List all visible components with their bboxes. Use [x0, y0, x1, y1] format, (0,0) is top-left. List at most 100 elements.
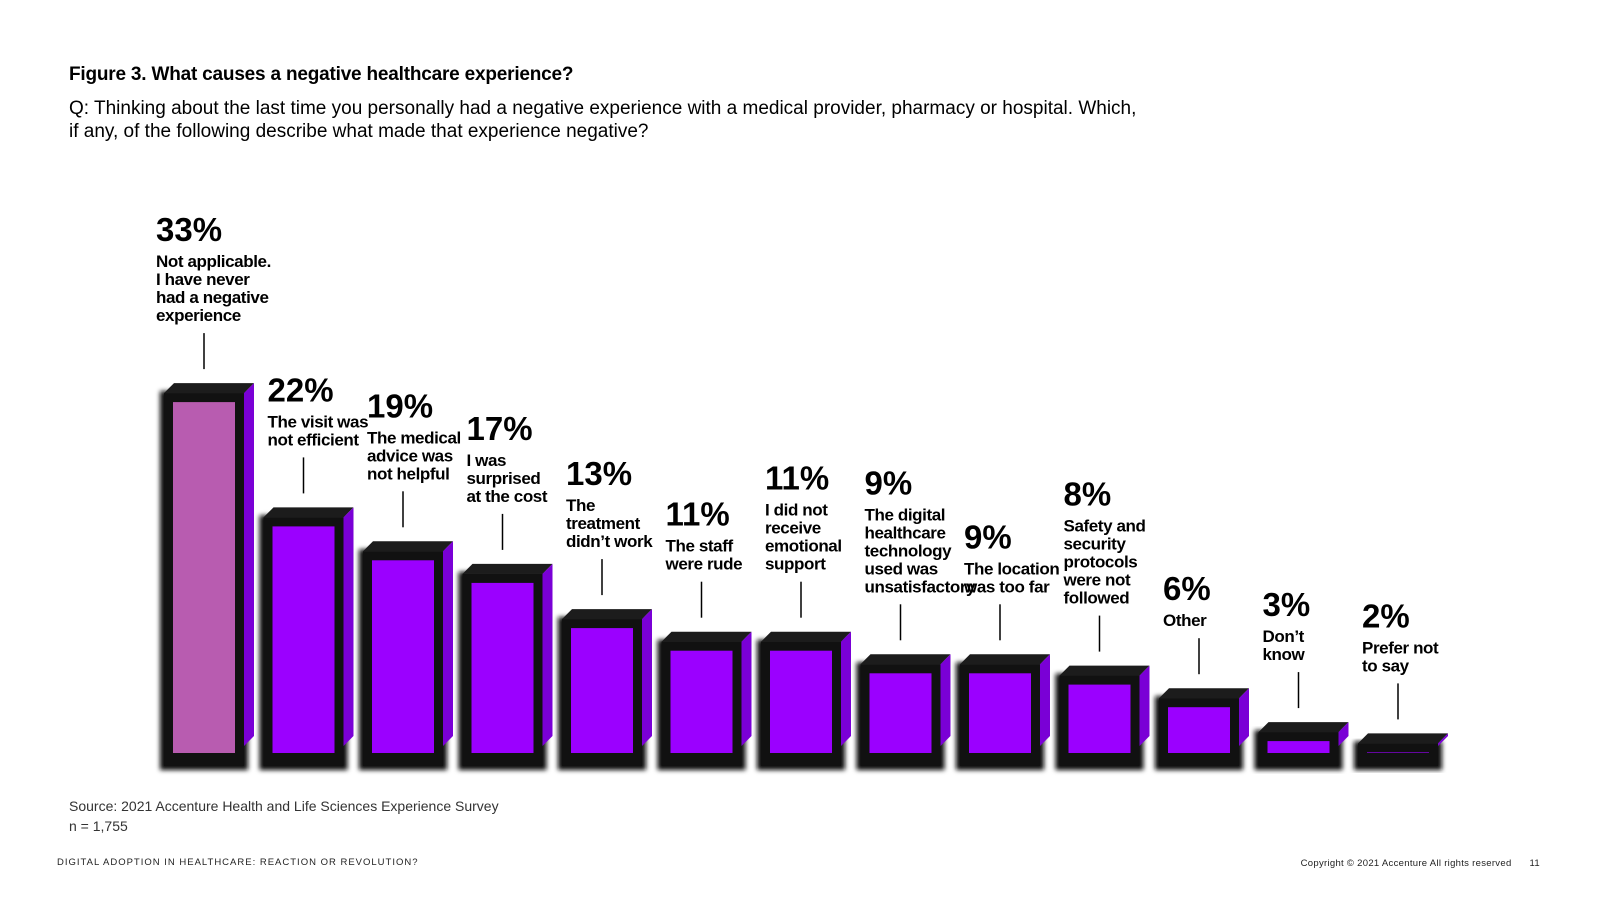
bar-group [856, 654, 951, 770]
bar-side-face [1438, 733, 1448, 746]
bar-group [160, 383, 254, 770]
bar [272, 526, 335, 753]
category-label: security [1064, 535, 1127, 554]
category-label: Not applicable. [156, 252, 271, 271]
data-label: 11% [765, 460, 829, 497]
bar-group [1055, 665, 1150, 770]
category-label: treatment [566, 514, 641, 533]
bar-top-face [860, 654, 951, 665]
category-label: not helpful [367, 464, 449, 483]
bar [770, 650, 832, 753]
category-label: The staff [666, 537, 734, 556]
category-label: technology [865, 541, 953, 560]
category-label: to say [1362, 656, 1410, 675]
category-label: had a negative [156, 288, 269, 307]
data-label: 17% [467, 410, 533, 447]
bar [571, 628, 633, 753]
bar-side-face [1040, 654, 1050, 746]
category-label: I was [467, 451, 507, 470]
bar-side-face [741, 631, 752, 746]
category-label: The [566, 496, 595, 515]
bar-side-face [940, 654, 951, 746]
bar-top-face [263, 507, 354, 518]
source-line: Source: 2021 Accenture Health and Life S… [69, 798, 499, 814]
category-label: followed [1064, 589, 1130, 608]
category-label: not efficient [268, 430, 360, 449]
category-label: The visit was [268, 412, 369, 431]
category-label: support [765, 555, 826, 574]
data-label: 11% [666, 496, 730, 533]
category-label: at the cost [467, 487, 548, 506]
bar-group [956, 654, 1050, 770]
bar-top-face [1258, 722, 1349, 733]
bar-group [657, 631, 752, 770]
category-label: unsatisfactory [865, 577, 977, 596]
bar [1168, 707, 1230, 753]
bar [670, 650, 733, 753]
category-label: experience [156, 306, 241, 325]
bar-frame [1358, 743, 1438, 766]
bar-side-face [1239, 688, 1249, 746]
footer-report-title: DIGITAL ADOPTION IN HEALTHCARE: REACTION… [57, 857, 419, 868]
bar [372, 560, 434, 753]
category-label: Safety and [1064, 517, 1146, 536]
bar-top-face [1159, 688, 1249, 699]
category-label: was too far [963, 577, 1050, 596]
category-label: The medical [367, 428, 461, 447]
category-label: were rude [665, 555, 743, 574]
bar [1068, 684, 1131, 753]
bar-group [359, 541, 453, 770]
page-number: 11 [1529, 858, 1540, 869]
category-label: Prefer not [1362, 638, 1439, 657]
bar [1367, 752, 1429, 753]
bar-top-face [661, 631, 752, 642]
bar-side-face [1139, 665, 1150, 746]
source-note: Source: 2021 Accenture Health and Life S… [69, 796, 499, 836]
category-label: The digital [865, 505, 946, 524]
category-label: healthcare [865, 523, 946, 542]
bar-side-face [343, 507, 354, 746]
category-label: didn’t work [566, 532, 653, 551]
category-label: Don’t [1263, 627, 1305, 646]
data-label: 9% [865, 464, 913, 501]
bar-side-face [542, 563, 553, 746]
category-label: Other [1163, 611, 1207, 630]
bar-side-face [841, 631, 851, 746]
bar-top-face [1059, 665, 1150, 676]
bar [969, 673, 1031, 753]
footer-copyright: Copyright © 2021 Accenture All rights re… [1300, 858, 1512, 869]
sample-size: n = 1,755 [69, 818, 128, 834]
data-label: 22% [268, 371, 334, 408]
data-label: 3% [1263, 586, 1311, 623]
data-label: 13% [566, 455, 632, 492]
bar [869, 673, 932, 753]
bar-group [259, 507, 354, 770]
figure-title: Figure 3. What causes a negative healthc… [69, 64, 574, 85]
bar-group [757, 631, 851, 770]
category-label: were not [1063, 571, 1131, 590]
bar-group [1354, 733, 1448, 770]
category-label: surprised [467, 469, 541, 488]
category-label: I have never [156, 270, 250, 289]
figure-question: Q: Thinking about the last time you pers… [69, 98, 1137, 142]
bar-top-face [363, 541, 453, 552]
bar-top-face [164, 383, 254, 394]
bar-group [1254, 722, 1349, 770]
bar [173, 402, 235, 753]
bar-group [558, 609, 652, 770]
bar-top-face [1358, 733, 1448, 744]
bar-side-face [244, 383, 254, 746]
category-label: used was [865, 559, 938, 578]
category-label: protocols [1064, 553, 1138, 572]
bar-top-face [761, 631, 851, 642]
category-label: receive [765, 519, 821, 538]
bar-side-face [642, 609, 652, 746]
bar-top-face [462, 563, 553, 574]
bar [471, 582, 534, 753]
category-label: know [1263, 645, 1306, 664]
bar-group [1155, 688, 1249, 770]
bar-top-face [960, 654, 1050, 665]
data-label: 33% [156, 211, 222, 248]
data-label: 8% [1064, 476, 1112, 513]
